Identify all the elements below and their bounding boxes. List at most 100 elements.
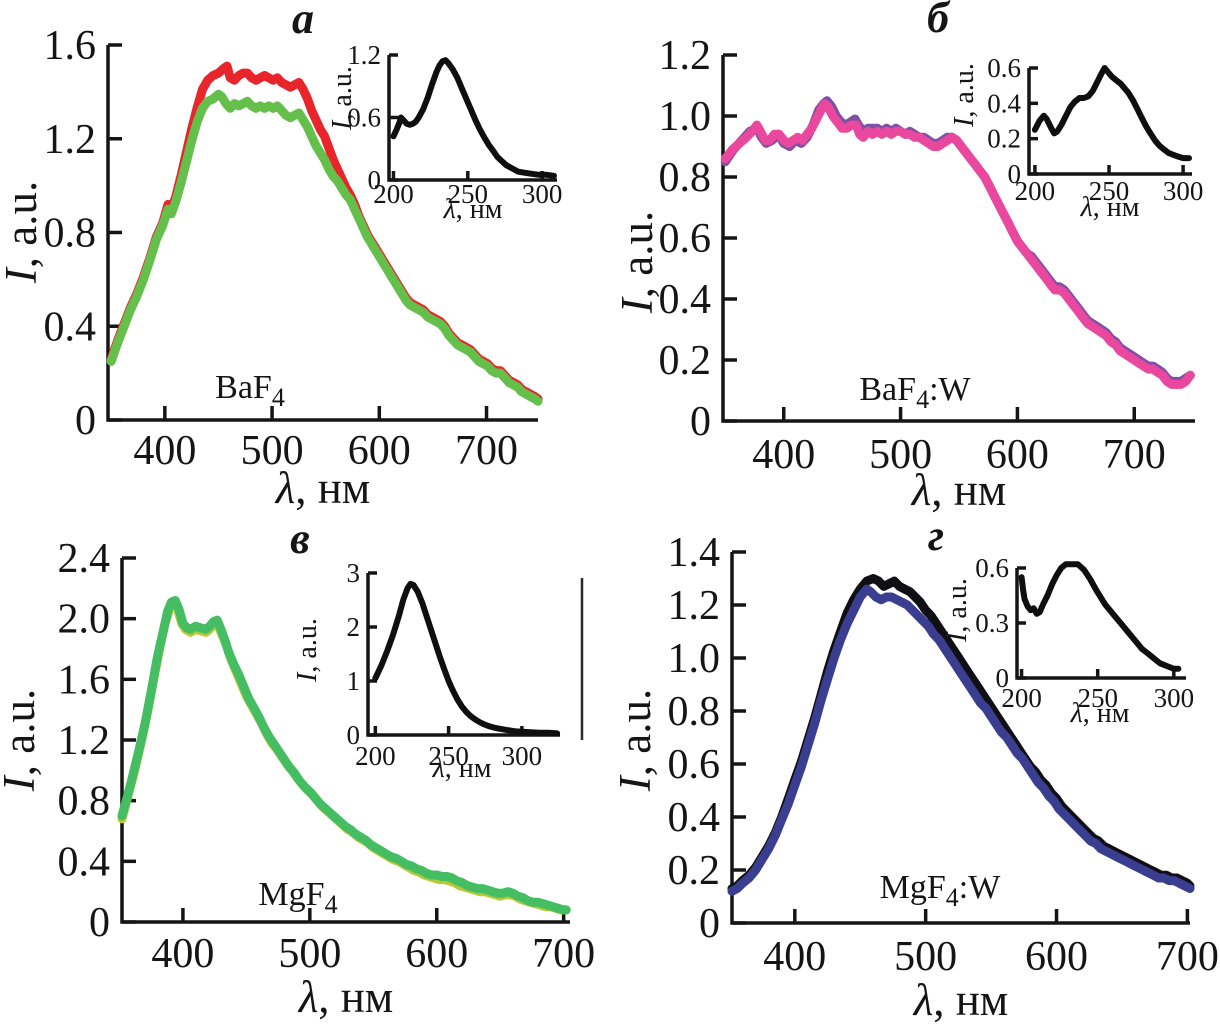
x-axis-label-units: , нм: [931, 465, 1006, 515]
y-tick-label: 2.4: [58, 536, 111, 582]
y-tick-label: 0: [699, 901, 720, 947]
y-tick-label: 0: [89, 900, 110, 946]
series-green-curve: [117, 596, 571, 915]
x-tick-label: 250: [1089, 176, 1130, 206]
inset-y-axis-label-units: , a.u.: [292, 618, 323, 672]
sample-label-subscript: 4: [272, 383, 285, 412]
y-axis-label: I, a.u.: [0, 689, 44, 792]
x-tick-label: 700: [1103, 432, 1166, 478]
x-tick-label: 700: [532, 931, 595, 977]
inset-x-axis-label-symbol: λ: [432, 753, 445, 784]
y-tick-label: 0.4: [668, 795, 721, 841]
inset-x-axis-label-symbol: λ: [443, 194, 456, 225]
inset-y-axis-label-symbol: I: [292, 671, 323, 683]
sample-label-subscript: 4: [325, 890, 338, 919]
x-tick-label: 500: [894, 934, 957, 980]
y-tick-label: 0.6: [975, 553, 1009, 583]
x-tick-label: 700: [1156, 934, 1219, 980]
y-tick-label: 0.4: [659, 277, 712, 323]
inset-y-axis-label-units: , a.u.: [949, 63, 980, 117]
x-axis-label-symbol: λ: [912, 975, 934, 1025]
inset-x-axis-label: λ, нм: [443, 194, 503, 225]
axis-line: [106, 45, 538, 422]
x-axis-label: λ, нм: [297, 972, 394, 1022]
x-axis-label: λ, нм: [910, 465, 1007, 515]
inset-y-axis-label-symbol: I: [949, 116, 980, 128]
y-tick-label: 1.0: [659, 94, 712, 140]
inset-x-axis-label-symbol: λ: [1080, 192, 1093, 223]
y-tick-label: 1.6: [44, 23, 97, 69]
y-tick-label: 0.2: [987, 124, 1021, 154]
x-tick-label: 500: [278, 931, 341, 977]
y-axis-label-symbol: I: [610, 774, 660, 792]
y-tick-label: 0: [75, 398, 96, 444]
y-tick-label: 0.3: [975, 608, 1009, 638]
x-tick-label: 250: [448, 179, 489, 209]
panel-letter: б: [927, 0, 951, 42]
sample-label: MgF4:W: [880, 869, 1002, 912]
inset-y-axis-label-units: , a.u.: [942, 578, 973, 632]
y-tick-label: 0: [996, 663, 1010, 693]
inset-x-axis-label: λ, нм: [432, 753, 492, 784]
series-green-curve: [106, 89, 543, 406]
axis-line: [1027, 68, 1192, 176]
y-tick-label: 1.2: [44, 117, 97, 163]
y-tick-label: 2.0: [58, 597, 111, 643]
x-tick-label: 400: [151, 931, 214, 977]
y-axis-label-units: , a.u.: [610, 689, 660, 776]
panel-letter: г: [928, 511, 944, 560]
sample-label-subscript: 4: [916, 385, 929, 414]
sample-label-main: MgF: [880, 869, 946, 906]
x-tick-label: 600: [348, 428, 411, 474]
y-tick-label: 0.6: [659, 216, 712, 262]
y-tick-label: 0.2: [668, 848, 721, 894]
series-excitation-curve: [1031, 65, 1192, 162]
y-tick-label: 0.4: [44, 304, 97, 350]
y-axis-label: I, a.u.: [612, 211, 662, 314]
x-tick-label: 300: [522, 179, 563, 209]
x-axis-label-units: , нм: [933, 975, 1008, 1025]
x-axis-label-symbol: λ: [297, 972, 319, 1022]
x-tick-label: 250: [428, 741, 469, 771]
inset-x-axis-label-units: , нм: [1083, 698, 1130, 729]
x-tick-label: 300: [1154, 683, 1195, 713]
y-tick-label: 0: [1008, 159, 1022, 189]
x-axis-label-units: , нм: [295, 463, 370, 513]
inset-y-axis-label-symbol: I: [327, 119, 358, 131]
y-tick-label: 0.8: [58, 779, 111, 825]
y-tick-label: 1.0: [668, 636, 721, 682]
inset-y-axis-label: I, a.u.: [327, 66, 358, 131]
inset-x-axis-label-units: , нм: [445, 753, 492, 784]
inset-x-axis-label: λ, нм: [1080, 192, 1140, 223]
y-tick-label: 0: [690, 399, 711, 445]
y-axis-label-symbol: I: [0, 774, 44, 792]
y-tick-label: 1.6: [58, 657, 111, 703]
y-tick-label: 1: [347, 666, 361, 696]
y-tick-label: 1.2: [58, 718, 111, 764]
inset-y-axis-label: I, a.u.: [942, 578, 973, 643]
x-tick-label: 200: [355, 741, 396, 771]
x-tick-label: 700: [455, 428, 518, 474]
x-axis-label: λ, нм: [274, 463, 371, 513]
y-tick-label: 3: [347, 558, 361, 588]
y-tick-label: 1.2: [659, 33, 712, 79]
x-axis-label-symbol: λ: [910, 465, 932, 515]
series-excitation-curve: [372, 580, 561, 737]
panel-letter: в: [290, 514, 310, 563]
y-tick-label: 0.6: [987, 53, 1021, 83]
x-tick-label: 200: [1001, 683, 1042, 713]
x-tick-label: 250: [1077, 683, 1118, 713]
y-tick-label: 0.8: [659, 155, 712, 201]
y-tick-label: 1.2: [668, 583, 721, 629]
y-tick-label: 2: [347, 612, 361, 642]
series-navy-curve: [727, 584, 1195, 896]
series-excitation-curve: [390, 57, 557, 179]
x-tick-label: 600: [986, 432, 1049, 478]
y-axis-label: I, a.u.: [610, 689, 660, 792]
